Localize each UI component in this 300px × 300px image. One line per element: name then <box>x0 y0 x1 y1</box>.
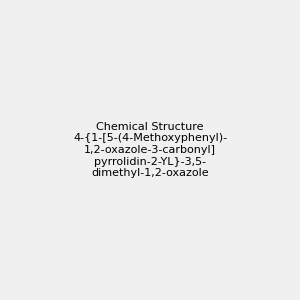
Text: Chemical Structure
4-{1-[5-(4-Methoxyphenyl)-
1,2-oxazole-3-carbonyl]
pyrrolidin: Chemical Structure 4-{1-[5-(4-Methoxyphe… <box>73 122 227 178</box>
